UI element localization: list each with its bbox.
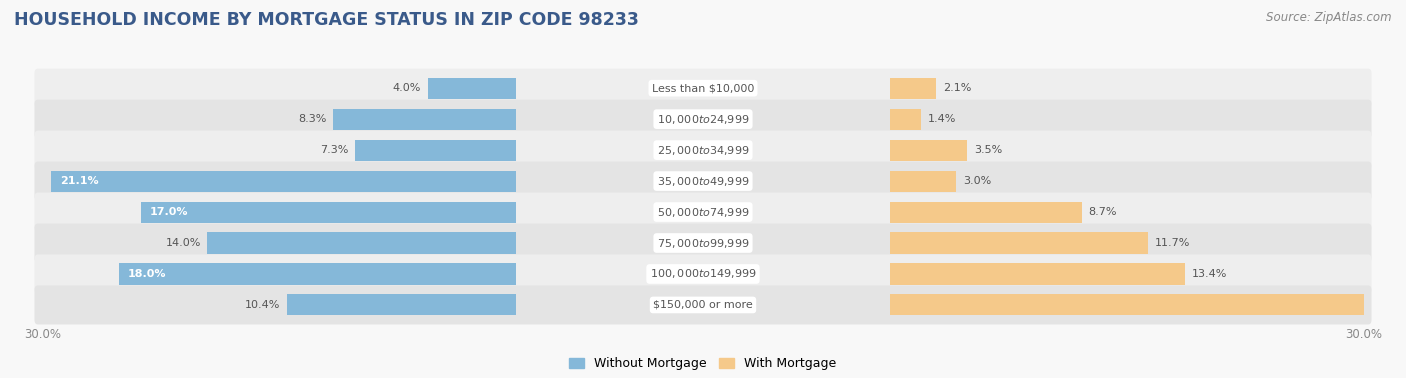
FancyBboxPatch shape [35, 161, 1371, 201]
Bar [890, 263, 1185, 285]
Text: 4.0%: 4.0% [392, 83, 420, 93]
Text: $10,000 to $24,999: $10,000 to $24,999 [657, 113, 749, 125]
Text: 3.5%: 3.5% [974, 145, 1002, 155]
FancyBboxPatch shape [35, 254, 1371, 293]
Bar [141, 201, 516, 223]
Text: 21.1%: 21.1% [60, 176, 98, 186]
Bar [51, 170, 516, 192]
Text: 10.4%: 10.4% [245, 300, 280, 310]
Text: Source: ZipAtlas.com: Source: ZipAtlas.com [1267, 11, 1392, 24]
Text: 14.0%: 14.0% [166, 238, 201, 248]
Text: 2.1%: 2.1% [943, 83, 972, 93]
Bar [354, 139, 516, 161]
FancyBboxPatch shape [35, 285, 1371, 324]
FancyBboxPatch shape [35, 192, 1371, 232]
Text: $50,000 to $74,999: $50,000 to $74,999 [657, 206, 749, 218]
Text: 13.4%: 13.4% [1192, 269, 1227, 279]
Text: HOUSEHOLD INCOME BY MORTGAGE STATUS IN ZIP CODE 98233: HOUSEHOLD INCOME BY MORTGAGE STATUS IN Z… [14, 11, 638, 29]
FancyBboxPatch shape [35, 130, 1371, 170]
Legend: Without Mortgage, With Mortgage: Without Mortgage, With Mortgage [564, 352, 842, 375]
Text: 3.0%: 3.0% [963, 176, 991, 186]
Bar [890, 170, 956, 192]
FancyBboxPatch shape [35, 223, 1371, 263]
Bar [287, 294, 516, 316]
Text: $75,000 to $99,999: $75,000 to $99,999 [657, 237, 749, 249]
Bar [890, 294, 1406, 316]
Text: 11.7%: 11.7% [1154, 238, 1189, 248]
Text: 18.0%: 18.0% [128, 269, 166, 279]
Text: $100,000 to $149,999: $100,000 to $149,999 [650, 268, 756, 280]
Text: $35,000 to $49,999: $35,000 to $49,999 [657, 175, 749, 187]
Text: 1.4%: 1.4% [928, 114, 956, 124]
Bar [890, 139, 967, 161]
Bar [333, 108, 516, 130]
Bar [120, 263, 516, 285]
Text: Less than $10,000: Less than $10,000 [652, 83, 754, 93]
Text: $150,000 or more: $150,000 or more [654, 300, 752, 310]
Text: 7.3%: 7.3% [321, 145, 349, 155]
Text: 17.0%: 17.0% [150, 207, 188, 217]
Text: 8.3%: 8.3% [298, 114, 326, 124]
Bar [890, 201, 1081, 223]
Bar [890, 232, 1147, 254]
FancyBboxPatch shape [35, 100, 1371, 139]
Bar [207, 232, 516, 254]
Bar [427, 77, 516, 99]
Bar [890, 77, 936, 99]
Text: $25,000 to $34,999: $25,000 to $34,999 [657, 144, 749, 156]
Text: 8.7%: 8.7% [1088, 207, 1116, 217]
Bar [890, 108, 921, 130]
FancyBboxPatch shape [35, 69, 1371, 108]
